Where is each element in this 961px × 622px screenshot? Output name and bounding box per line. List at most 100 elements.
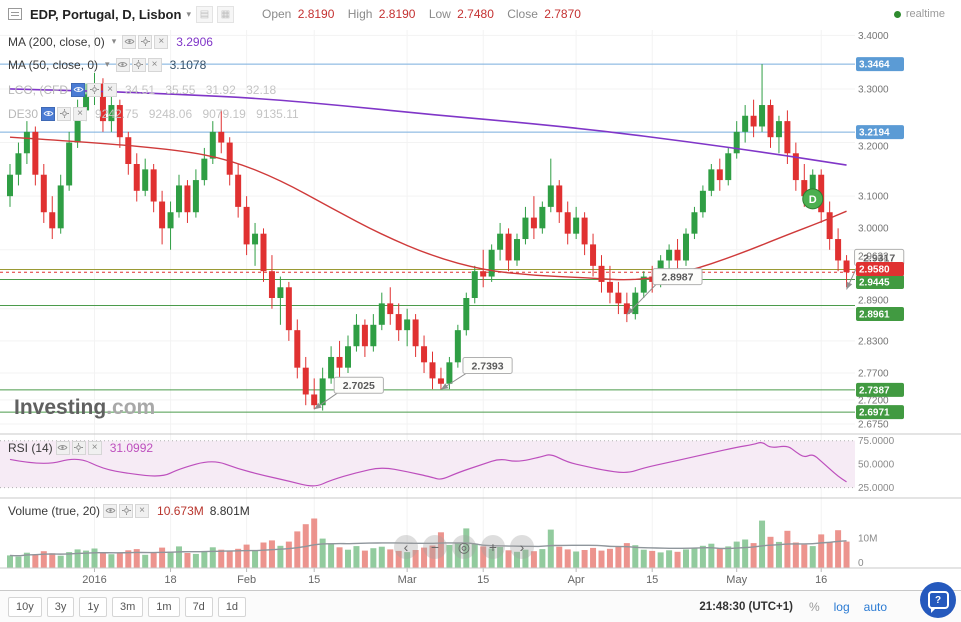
- candle-body: [133, 164, 140, 191]
- price-callout[interactable]: [333, 376, 384, 394]
- candle-body: [514, 239, 520, 261]
- line-price-badge: [856, 57, 904, 72]
- volume-bar: [404, 552, 411, 568]
- candle-body: [336, 356, 343, 368]
- price-tick-label: 2.7200: [858, 395, 889, 406]
- settings-icon[interactable]: [131, 57, 146, 72]
- high-label: High: [347, 7, 373, 21]
- indicator-name: MA (200, close, 0): [8, 34, 105, 49]
- chart-style-icon[interactable]: ▤: [195, 5, 213, 23]
- volume-bar: [345, 549, 351, 568]
- range-1m-button[interactable]: 1m: [148, 596, 180, 617]
- eye-icon[interactable]: [41, 106, 56, 121]
- candle-body: [564, 212, 571, 234]
- volume-bar: [378, 546, 385, 568]
- range-3m-button[interactable]: 3m: [112, 596, 144, 617]
- range-1d-button[interactable]: 1d: [217, 596, 247, 617]
- candle-body: [801, 180, 808, 197]
- candle-body: [319, 378, 326, 406]
- price-callout[interactable]: [462, 356, 513, 374]
- help-button[interactable]: ?: [920, 582, 956, 618]
- candle-body: [775, 121, 782, 138]
- candle-body: [598, 265, 605, 282]
- eye-icon[interactable]: [115, 57, 130, 72]
- zoom-in-button[interactable]: +: [481, 535, 505, 559]
- close-icon[interactable]: ×: [73, 106, 88, 121]
- price-callout[interactable]: [652, 268, 703, 286]
- candle-body: [826, 212, 833, 240]
- settings-icon[interactable]: [119, 503, 134, 518]
- rsi-axis-label: 25.0000: [858, 483, 895, 494]
- settings-icon[interactable]: [138, 34, 153, 49]
- settings-icon[interactable]: [57, 106, 72, 121]
- candle-body: [57, 185, 64, 229]
- pan-left-button[interactable]: ‹: [394, 535, 418, 559]
- zoom-out-button[interactable]: −: [423, 535, 447, 559]
- close-icon[interactable]: ×: [103, 82, 117, 97]
- camera-icon[interactable]: ▦: [216, 5, 234, 23]
- volume-bar: [649, 550, 656, 568]
- volume-bar: [83, 550, 90, 568]
- volume-bar: [395, 550, 402, 568]
- eye-icon[interactable]: [71, 82, 85, 97]
- eye-icon[interactable]: [122, 34, 137, 49]
- chevron-down-icon[interactable]: ▾: [105, 59, 110, 69]
- volume-bar: [277, 545, 284, 568]
- callout-label: 2.7393: [471, 360, 503, 372]
- chart-menu-icon[interactable]: [8, 8, 22, 20]
- volume-bar: [632, 545, 639, 568]
- indicator-name: LCO, (CFD: [8, 82, 68, 97]
- candle-body: [623, 303, 630, 315]
- chevron-down-icon: ▾: [186, 8, 191, 19]
- volume-bar: [74, 549, 81, 568]
- close-icon[interactable]: ×: [154, 34, 169, 49]
- range-7d-button[interactable]: 7d: [184, 596, 213, 617]
- indicator-row-ma200: MA (200, close, 0) ▾ × 3.2906: [8, 33, 213, 50]
- dividend-marker[interactable]: [802, 188, 824, 210]
- range-1y-button[interactable]: 1y: [79, 596, 107, 617]
- candle-body: [218, 131, 225, 143]
- callout-label: 2.8987: [661, 272, 693, 284]
- investing-watermark: Investing.com: [14, 396, 155, 420]
- auto-scale-button[interactable]: auto: [863, 599, 887, 614]
- eye-icon[interactable]: [55, 440, 70, 455]
- pan-right-button[interactable]: ›: [510, 535, 534, 559]
- close-icon[interactable]: ×: [87, 440, 102, 455]
- close-icon[interactable]: ×: [135, 503, 150, 518]
- volume-bar: [818, 534, 825, 568]
- close-icon[interactable]: ×: [147, 57, 162, 72]
- callout-arrowhead: [314, 402, 322, 410]
- eye-icon[interactable]: [103, 503, 118, 518]
- realtime-indicator: realtime: [893, 8, 953, 20]
- range-10y-button[interactable]: 10y: [8, 596, 42, 617]
- candle-body: [505, 233, 512, 261]
- volume-bar: [446, 544, 453, 568]
- reset-zoom-button[interactable]: ◎: [452, 535, 476, 559]
- symbol-selector[interactable]: EDP, Portugal, D, Lisbon ▾: [30, 7, 196, 22]
- percent-scale-button[interactable]: %: [808, 599, 820, 614]
- candle-body: [328, 356, 335, 379]
- volume-bar: [826, 542, 833, 568]
- volume-axis-label: 0: [858, 558, 864, 569]
- candle-body: [142, 169, 149, 191]
- open-value: 2.8190: [297, 7, 335, 21]
- volume-bar: [454, 542, 461, 568]
- chevron-down-icon[interactable]: ▾: [111, 36, 117, 46]
- volume-bar: [590, 547, 597, 568]
- range-3y-button[interactable]: 3y: [46, 596, 75, 617]
- log-scale-button[interactable]: log: [833, 599, 850, 614]
- candle-body: [581, 217, 588, 245]
- volume-bar: [666, 550, 673, 568]
- current-price-badge-label: 2.9580: [859, 265, 890, 276]
- indicator-name: RSI (14): [8, 440, 53, 455]
- settings-icon[interactable]: [87, 82, 101, 97]
- indicator-value-2: 8.801M: [209, 503, 250, 518]
- candle-body: [556, 185, 563, 213]
- volume-bar: [640, 549, 647, 568]
- price-tick-label: 3.0000: [858, 224, 889, 235]
- candle-body: [370, 324, 377, 347]
- volume-bar: [657, 552, 664, 568]
- settings-icon[interactable]: [71, 440, 86, 455]
